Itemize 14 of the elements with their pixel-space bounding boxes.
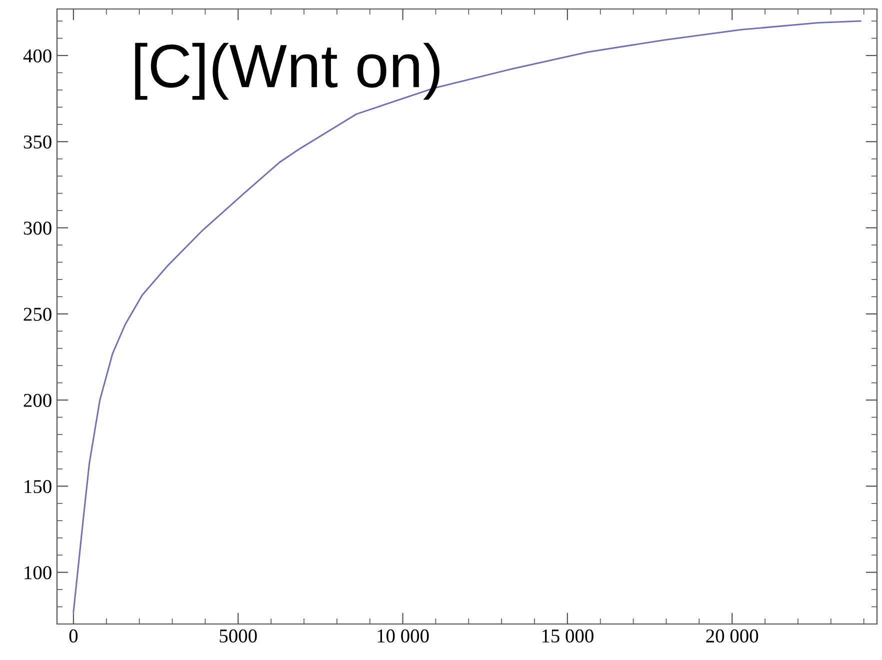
y-tick-label: 200 [24,394,52,407]
x-tick-label: 20 000 [706,629,758,643]
x-tick-label: 10 000 [378,629,429,643]
y-tick-label: 300 [24,222,52,235]
line-series [72,20,862,613]
y-tick-label: 150 [24,480,52,494]
x-tick-label: 5000 [220,629,257,643]
x-tick-label: 15 000 [542,629,594,643]
x-tick-label: 0 [69,629,78,643]
y-tick-label: 250 [24,308,52,321]
y-tick-label: 350 [24,135,52,149]
y-tick-label: 400 [23,49,52,62]
y-tick-label: 100 [24,566,52,580]
annotation: [C](Wnt on) [135,42,440,100]
